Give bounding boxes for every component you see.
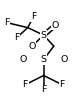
Text: O: O (20, 55, 27, 64)
Text: S: S (41, 31, 47, 40)
Text: O: O (28, 42, 36, 51)
Text: O: O (60, 55, 68, 64)
Text: S: S (41, 55, 47, 64)
Text: F: F (59, 80, 65, 89)
Text: F: F (4, 18, 9, 27)
Text: F: F (31, 12, 36, 21)
Text: O: O (52, 21, 59, 30)
Text: F: F (41, 85, 46, 94)
Text: F: F (23, 80, 28, 89)
Text: F: F (14, 33, 19, 42)
